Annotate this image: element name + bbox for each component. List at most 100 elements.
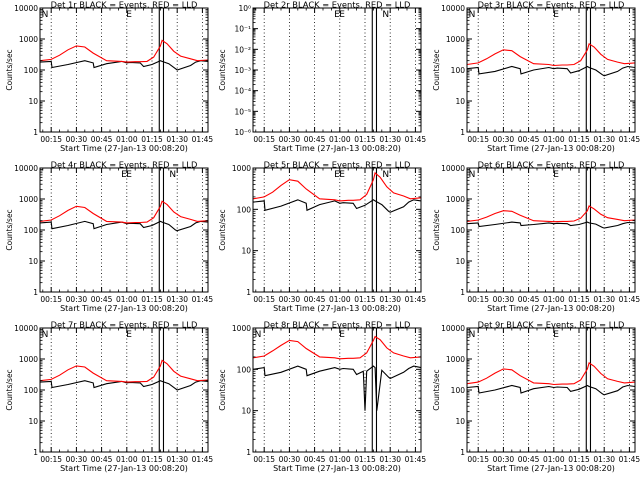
y-axis-label: Counts/sec	[5, 369, 14, 410]
x-tick-label: 00:45	[91, 135, 113, 144]
y-tick-label: 100	[237, 365, 252, 374]
x-tick-label: 00:30	[493, 295, 515, 304]
annotation-marker: N	[42, 10, 49, 20]
y-tick-label: 10	[241, 407, 251, 416]
y-tick-label: 100	[451, 66, 466, 75]
annotation-marker: E	[126, 170, 132, 180]
annotation-marker: E	[553, 10, 559, 20]
x-axis-label: Start Time (27-Jan-13 00:08:20)	[273, 304, 401, 313]
plot-frame	[466, 7, 636, 133]
x-tick-label: 01:15	[354, 295, 376, 304]
x-tick-label: 00:30	[279, 295, 301, 304]
y-axis-label: Counts/sec	[218, 369, 227, 410]
x-tick-label: 00:45	[518, 295, 540, 304]
y-tick-label: 10	[455, 417, 465, 426]
panel-title: Det 9r BLACK = Events, RED = LLD	[478, 320, 625, 330]
x-tick-label: 01:30	[379, 135, 401, 144]
x-tick-label: 01:30	[166, 135, 188, 144]
annotation-marker: N	[469, 170, 476, 180]
y-tick-label: 1000	[19, 355, 38, 364]
y-tick-label: 10	[455, 257, 465, 266]
x-tick-label: 01:30	[166, 295, 188, 304]
events-series-line	[466, 384, 636, 396]
y-tick-label: 10	[455, 97, 465, 106]
x-tick-label: 01:00	[116, 135, 138, 144]
events-series-line	[466, 65, 636, 77]
y-tick-label: 1000	[19, 195, 38, 204]
plot-frame	[39, 167, 209, 293]
y-tick-label: 1000	[232, 324, 251, 333]
x-tick-label: 01:00	[116, 455, 138, 464]
x-tick-label: 01:45	[619, 295, 640, 304]
plot-frame	[252, 7, 422, 133]
events-series-line	[252, 199, 422, 213]
y-axis-label: Counts/sec	[432, 369, 441, 410]
x-tick-label: 00:15	[40, 295, 62, 304]
annotation-marker: E	[339, 170, 345, 180]
y-axis-label: Counts/sec	[432, 209, 441, 250]
y-axis-label: Counts/sec	[218, 49, 227, 90]
y-tick-label: 1	[246, 288, 251, 297]
lld-series-line	[466, 42, 636, 67]
x-tick-label: 01:30	[379, 295, 401, 304]
y-tick-label: 100	[24, 226, 39, 235]
x-tick-label: 00:15	[467, 295, 489, 304]
x-tick-label: 01:30	[379, 455, 401, 464]
y-tick-label: 10⁻⁵	[234, 107, 251, 116]
plot-frame	[39, 327, 209, 453]
plot-frame	[252, 327, 422, 453]
y-tick-label: 10	[28, 97, 38, 106]
y-tick-label: 10⁻³	[234, 66, 251, 75]
x-tick-label: 01:00	[116, 295, 138, 304]
annotation-marker: N	[382, 10, 389, 20]
x-tick-label: 01:00	[329, 295, 351, 304]
x-tick-label: 01:00	[329, 455, 351, 464]
x-tick-label: 00:15	[467, 455, 489, 464]
plot-frame	[252, 167, 422, 293]
events-series-line	[252, 365, 422, 411]
plot-frame	[39, 7, 209, 133]
y-tick-label: 10000	[14, 324, 38, 333]
y-tick-label: 10000	[14, 4, 38, 13]
y-tick-label: 10⁻⁶	[234, 128, 251, 137]
annotation-marker: N	[469, 330, 476, 340]
plot-frame	[466, 167, 636, 293]
x-tick-label: 00:45	[518, 455, 540, 464]
x-tick-label: 00:45	[304, 135, 326, 144]
y-tick-label: 10⁻⁴	[234, 87, 251, 96]
x-tick-label: 00:15	[40, 135, 62, 144]
lld-series-line	[39, 39, 209, 63]
x-tick-label: 01:45	[192, 295, 214, 304]
x-tick-label: 00:30	[279, 135, 301, 144]
panel-title: Det 3r BLACK = Events, RED = LLD	[478, 0, 625, 10]
y-tick-label: 10⁰	[238, 4, 251, 13]
events-series-line	[466, 221, 636, 229]
y-tick-label: 100	[451, 226, 466, 235]
x-tick-label: 00:30	[66, 295, 88, 304]
y-tick-label: 1	[246, 448, 251, 457]
x-tick-label: 00:45	[304, 295, 326, 304]
y-tick-label: 1	[33, 128, 38, 137]
x-tick-label: 01:30	[593, 295, 615, 304]
y-tick-label: 1	[460, 448, 465, 457]
lld-series-line	[39, 200, 209, 224]
y-tick-label: 100	[451, 386, 466, 395]
annotation-marker: E	[126, 10, 132, 20]
lld-series-line	[252, 171, 422, 202]
x-tick-label: 01:45	[619, 455, 640, 464]
y-tick-label: 1	[460, 128, 465, 137]
y-tick-label: 1000	[446, 35, 465, 44]
x-tick-label: 00:30	[493, 455, 515, 464]
x-tick-label: 01:45	[619, 135, 640, 144]
x-tick-label: 00:15	[253, 455, 275, 464]
x-tick-label: 01:15	[141, 455, 163, 464]
panel-title: Det 5r BLACK = Events, RED = LLD	[264, 160, 411, 170]
x-axis-label: Start Time (27-Jan-13 00:08:20)	[487, 304, 615, 313]
annotation-marker: E	[339, 330, 345, 340]
y-tick-label: 10000	[441, 324, 465, 333]
